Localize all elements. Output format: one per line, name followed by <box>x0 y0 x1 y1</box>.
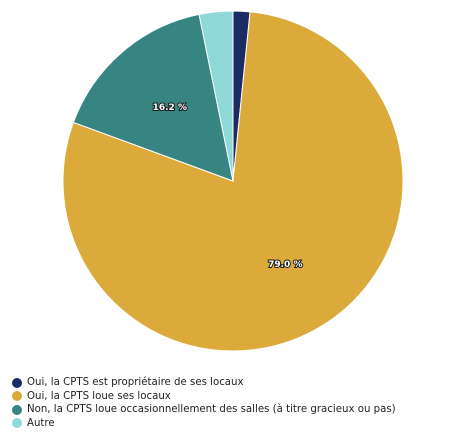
legend-item[interactable]: Oui, la CPTS loue ses locaux <box>12 390 396 404</box>
slice-data-label: 79.0 % <box>268 260 302 270</box>
pie-chart: 79.0 % 16.2 % <box>62 10 404 352</box>
legend-swatch <box>12 391 22 402</box>
legend-item[interactable]: Autre <box>12 417 396 431</box>
legend-label: Oui, la CPTS loue ses locaux <box>27 390 171 402</box>
legend-item[interactable]: Oui, la CPTS est propriétaire de ses loc… <box>12 376 396 390</box>
pie-slice[interactable] <box>198 10 234 182</box>
pie-slice[interactable] <box>72 13 234 182</box>
legend-swatch <box>12 418 22 429</box>
legend-item[interactable]: Non, la CPTS loue occasionnellement des … <box>12 403 396 417</box>
legend-label: Non, la CPTS loue occasionnellement des … <box>27 404 396 416</box>
slice-data-label: 16.2 % <box>153 103 187 113</box>
legend-label: Oui, la CPTS est propriétaire de ses loc… <box>27 377 244 389</box>
legend-label: Autre <box>27 417 55 429</box>
legend-swatch <box>12 377 22 388</box>
legend-swatch <box>12 404 22 415</box>
legend: Oui, la CPTS est propriétaire de ses loc… <box>12 376 396 430</box>
